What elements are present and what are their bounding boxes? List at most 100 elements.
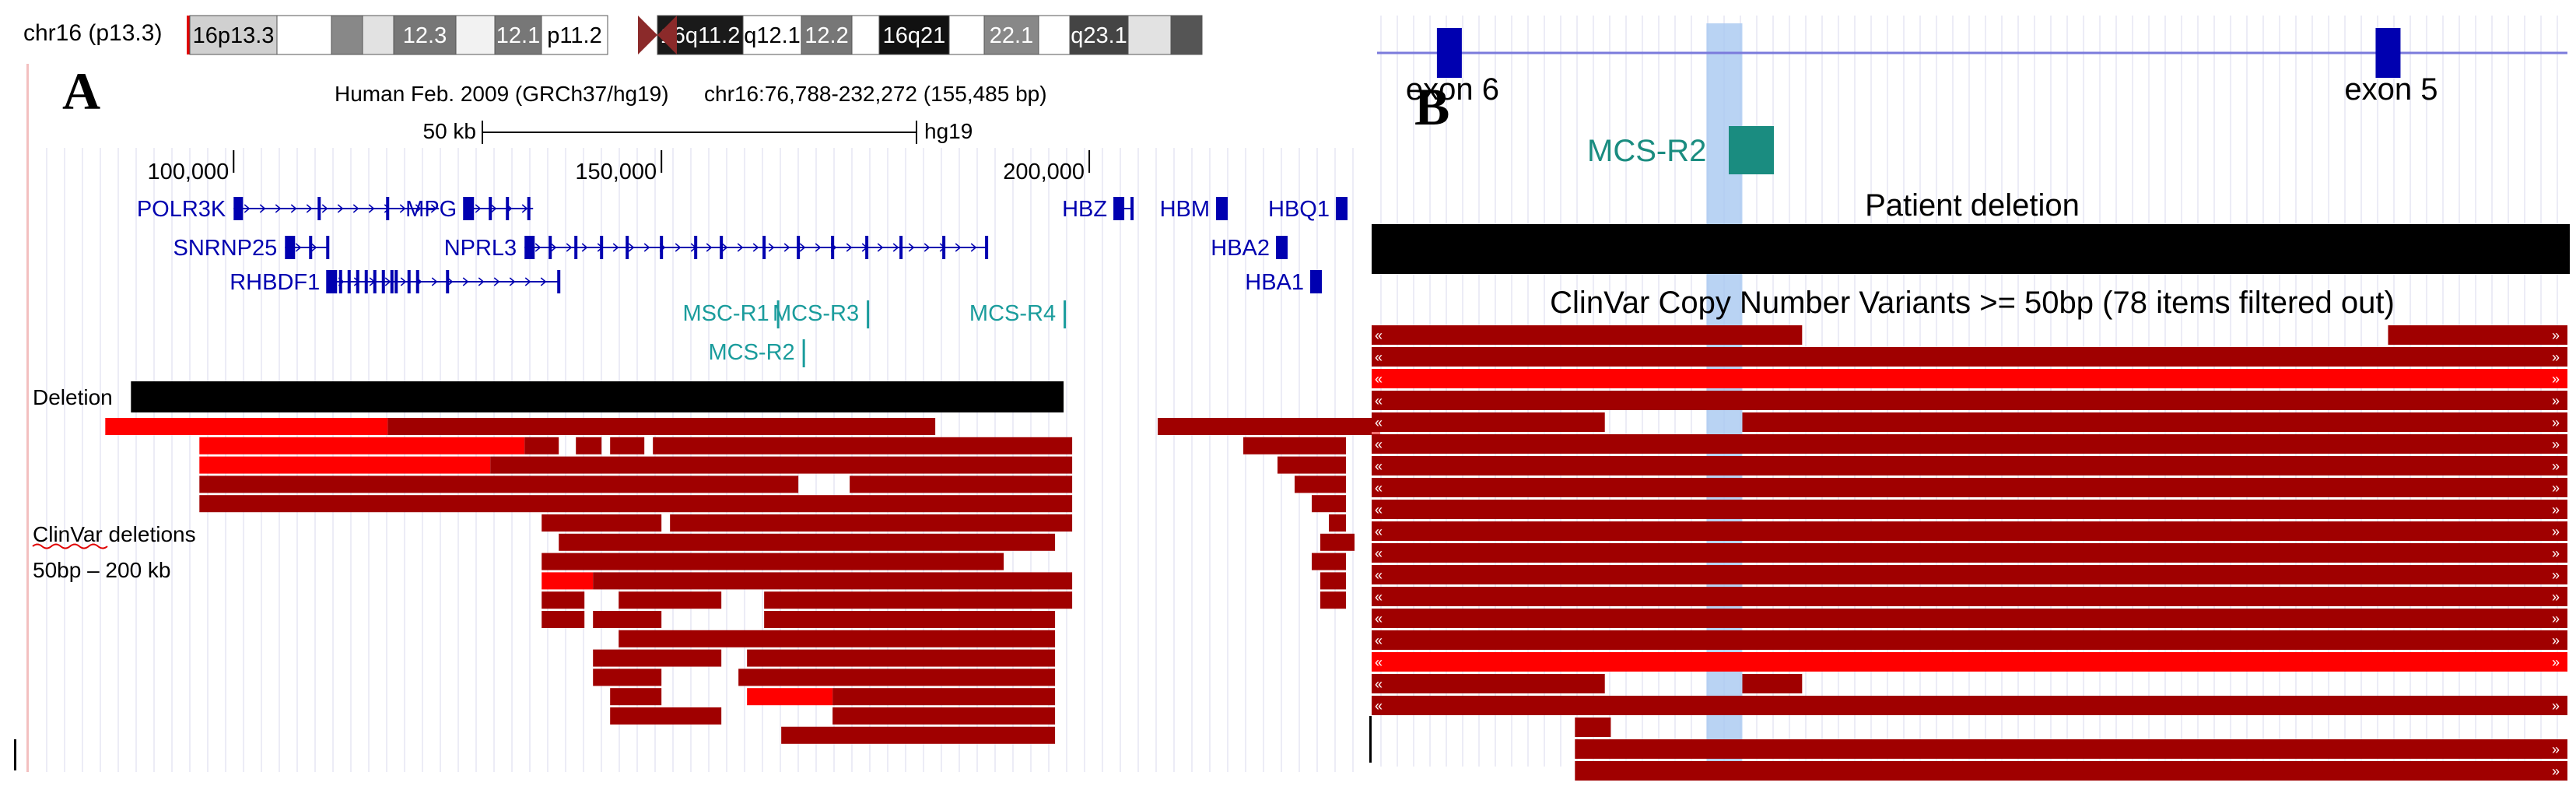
continues-left-arrow: « bbox=[1375, 349, 1383, 365]
strand-chevron bbox=[706, 243, 713, 252]
ideogram-band bbox=[878, 15, 950, 55]
ruler-label: 200,000 bbox=[1003, 160, 1085, 184]
clinvar-deletion bbox=[105, 418, 388, 435]
continues-right-arrow: » bbox=[2552, 480, 2560, 496]
clinvar-deletion bbox=[1320, 591, 1347, 609]
clinvar-deletion bbox=[1277, 456, 1347, 474]
mcs-mark bbox=[776, 300, 780, 328]
mcs-mark bbox=[867, 300, 870, 328]
continues-left-arrow: « bbox=[1375, 546, 1383, 561]
panel-a: A Human Feb. 2009 (GRCh37/hg19) chr16:76… bbox=[14, 61, 1381, 772]
gene-label: SNRNP25 bbox=[173, 236, 277, 261]
continues-left-arrow: « bbox=[1375, 415, 1383, 430]
spellcheck-underline bbox=[32, 543, 108, 549]
clinvar-deletion bbox=[747, 688, 833, 706]
continues-right-arrow: » bbox=[2552, 698, 2560, 714]
continues-left-arrow: « bbox=[1375, 698, 1383, 714]
ideogram-band bbox=[541, 15, 608, 55]
gene-exon bbox=[338, 270, 342, 293]
strand-chevron bbox=[892, 243, 899, 252]
ruler-label: 100,000 bbox=[147, 160, 229, 184]
strand-chevron bbox=[768, 243, 775, 252]
clinvar-deletion bbox=[593, 611, 662, 628]
clinvar-cnv bbox=[1372, 609, 2567, 628]
clinvar-deletion bbox=[541, 553, 1004, 570]
strand-chevron bbox=[490, 204, 497, 213]
assembly-label: Human Feb. 2009 (GRCh37/hg19) bbox=[335, 82, 669, 106]
strand-chevron bbox=[721, 243, 728, 252]
continues-right-arrow: » bbox=[2552, 589, 2560, 605]
continues-right-arrow: » bbox=[2552, 742, 2560, 757]
continues-right-arrow: » bbox=[2552, 415, 2560, 430]
clinvar-cnv bbox=[1372, 325, 1803, 345]
continues-left-arrow: « bbox=[1375, 567, 1383, 583]
strand-chevron bbox=[612, 243, 619, 252]
clinvar-deletion bbox=[593, 668, 662, 686]
clinvar-cnv bbox=[1372, 412, 1605, 432]
mcs-r2-block bbox=[1729, 126, 1774, 174]
ideogram-band-label: 12.2 bbox=[804, 23, 848, 48]
gene-start-block bbox=[1312, 270, 1321, 293]
gene-exon bbox=[626, 236, 629, 259]
ideogram-band bbox=[983, 15, 1039, 55]
ideogram-band bbox=[948, 15, 985, 55]
patient-deletion-bar bbox=[131, 381, 1064, 412]
strand-chevron bbox=[431, 277, 438, 286]
strand-chevron bbox=[475, 204, 482, 213]
gene-label: POLR3K bbox=[137, 197, 226, 222]
clinvar-deletion bbox=[738, 668, 1056, 686]
continues-left-arrow: « bbox=[1375, 633, 1383, 648]
clinvar-deletion bbox=[832, 707, 1056, 725]
clinvar-cnv bbox=[1372, 347, 2567, 367]
clinvar-deletion bbox=[747, 649, 1056, 667]
clinvar-deletion bbox=[541, 572, 594, 590]
clinvar-deletion bbox=[559, 533, 1056, 551]
clinvar-deletion bbox=[199, 495, 1073, 513]
clinvar-deletion bbox=[670, 514, 1073, 532]
gene-exon bbox=[489, 197, 492, 220]
continues-left-arrow: « bbox=[1375, 437, 1383, 452]
clinvar-cnv bbox=[1575, 761, 2567, 781]
strand-chevron bbox=[628, 243, 635, 252]
clinvar-cnv bbox=[1372, 587, 2567, 606]
clinvar-deletion bbox=[1158, 418, 1372, 435]
clinvar-deletion bbox=[781, 726, 1056, 744]
gene-exon bbox=[527, 197, 531, 220]
mcs-mark bbox=[1064, 300, 1067, 328]
ideogram-bands: 16p13.3 12.3 12.1 p11.2 16q11.2 q12.1 12.2 16q2… bbox=[189, 15, 1203, 55]
continues-left-arrow: « bbox=[1375, 654, 1383, 670]
clinvar-deletion bbox=[541, 514, 662, 532]
strand-chevron bbox=[369, 277, 376, 286]
strand-chevron bbox=[353, 277, 360, 286]
clinvar-deletion bbox=[850, 475, 1073, 493]
clinvar-deletion bbox=[1312, 495, 1347, 513]
mcs-label: MCS-R3 bbox=[773, 301, 859, 326]
gene-start-block bbox=[233, 197, 244, 220]
strand-chevron bbox=[338, 277, 345, 286]
strand-chevron bbox=[643, 243, 650, 252]
strand-chevron bbox=[550, 243, 557, 252]
strand-chevron bbox=[675, 243, 682, 252]
clinvar-cnv bbox=[1372, 543, 2567, 563]
clinvar-deletion bbox=[576, 437, 602, 454]
clinvar-cnv-track: « » « » « » « » « » « » « » « » « » « » « » « » « » « » « » « » « « » » » bbox=[1372, 325, 2567, 781]
continues-left-arrow: « bbox=[1375, 371, 1383, 387]
position-label: chr16:76,788-232,272 (155,485 bp) bbox=[704, 82, 1047, 106]
clinvar-deletion bbox=[619, 630, 1056, 647]
gene-exon bbox=[326, 236, 330, 259]
clinvar-deletion bbox=[610, 437, 645, 454]
ideogram-position-marker bbox=[187, 16, 190, 54]
continues-left-arrow: « bbox=[1375, 611, 1383, 626]
strand-chevron bbox=[478, 277, 485, 286]
clinvar-cnv bbox=[1575, 718, 1611, 737]
gene-exon bbox=[381, 270, 385, 293]
position-ruler: 100,000 150,000 200,000 bbox=[147, 150, 1091, 184]
ideogram-band-label: 16q21 bbox=[883, 23, 946, 48]
gene-label: RHBDF1 bbox=[230, 270, 320, 295]
strand-chevron bbox=[384, 204, 391, 213]
strand-chevron bbox=[534, 243, 541, 252]
ideogram-band bbox=[362, 15, 394, 55]
strand-chevron bbox=[415, 277, 422, 286]
gene-start-block bbox=[524, 236, 534, 259]
